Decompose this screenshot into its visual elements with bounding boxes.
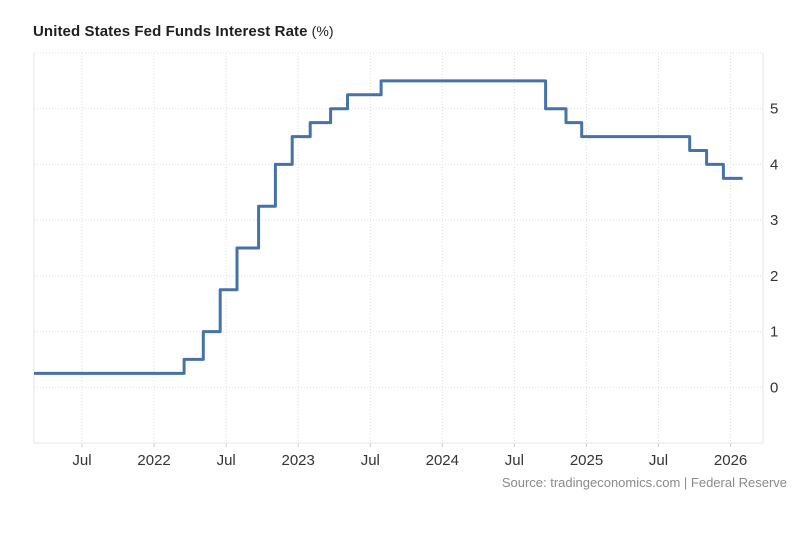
x-tick-label: 2024 bbox=[426, 452, 459, 469]
y-tick-label: 1 bbox=[770, 324, 778, 341]
chart-title-text: United States Fed Funds Interest Rate bbox=[33, 23, 308, 40]
x-tick-label: 2025 bbox=[570, 452, 603, 469]
y-tick-label: 0 bbox=[770, 379, 778, 396]
source-attribution: Source: tradingeconomics.com | Federal R… bbox=[501, 475, 787, 490]
y-tick-label: 3 bbox=[770, 212, 778, 229]
x-tick-label: Jul bbox=[72, 452, 91, 469]
x-tick-label: 2023 bbox=[282, 452, 315, 469]
chart-title-unit: (%) bbox=[311, 23, 334, 39]
x-tick-label: Jul bbox=[361, 452, 380, 469]
x-tick-label: Jul bbox=[217, 452, 236, 469]
y-tick-label: 4 bbox=[770, 156, 778, 173]
x-tick-label: Jul bbox=[649, 452, 668, 469]
x-tick-label: Jul bbox=[505, 452, 524, 469]
y-tick-label: 5 bbox=[770, 101, 778, 118]
chart-title: United States Fed Funds Interest Rate (%) bbox=[33, 23, 334, 40]
y-tick-label: 2 bbox=[770, 268, 778, 285]
x-tick-label: 2022 bbox=[137, 452, 170, 469]
x-tick-label: 2026 bbox=[714, 452, 747, 469]
series-line bbox=[34, 79, 743, 375]
